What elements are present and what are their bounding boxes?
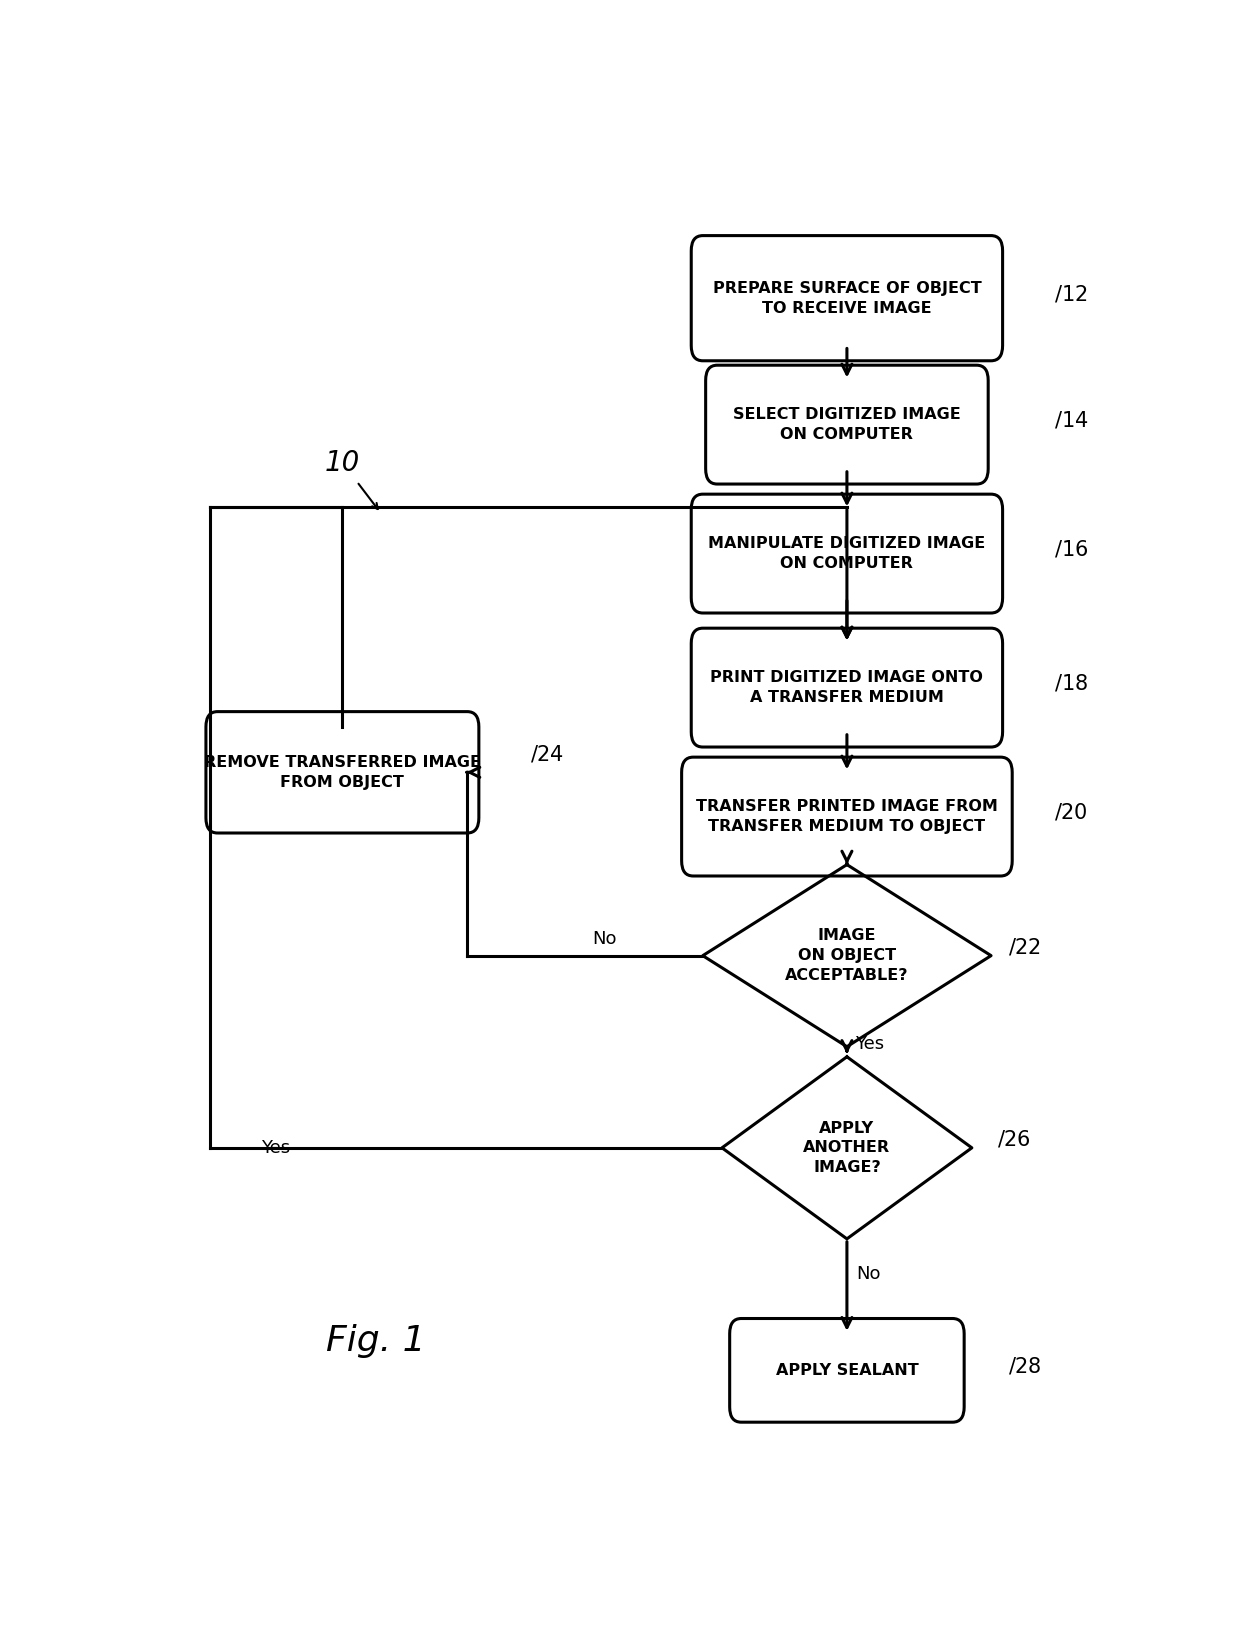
- FancyBboxPatch shape: [706, 365, 988, 484]
- Text: $\mathit{/16}$: $\mathit{/16}$: [1054, 539, 1087, 560]
- FancyBboxPatch shape: [691, 494, 1003, 612]
- FancyBboxPatch shape: [691, 235, 1003, 361]
- Text: APPLY SEALANT: APPLY SEALANT: [775, 1363, 919, 1378]
- Text: $\mathit{/26}$: $\mathit{/26}$: [997, 1128, 1030, 1149]
- Text: No: No: [857, 1266, 882, 1284]
- Text: $\mathit{/12}$: $\mathit{/12}$: [1054, 282, 1087, 304]
- Text: Yes: Yes: [854, 1034, 884, 1053]
- Text: Fig. 1: Fig. 1: [326, 1323, 425, 1358]
- Text: SELECT DIGITIZED IMAGE
ON COMPUTER: SELECT DIGITIZED IMAGE ON COMPUTER: [733, 407, 961, 442]
- Text: $\mathit{/22}$: $\mathit{/22}$: [1008, 936, 1042, 957]
- Text: PREPARE SURFACE OF OBJECT
TO RECEIVE IMAGE: PREPARE SURFACE OF OBJECT TO RECEIVE IMA…: [713, 281, 981, 315]
- Text: MANIPULATE DIGITIZED IMAGE
ON COMPUTER: MANIPULATE DIGITIZED IMAGE ON COMPUTER: [708, 537, 986, 571]
- Polygon shape: [703, 865, 991, 1046]
- Text: Yes: Yes: [260, 1140, 290, 1158]
- Text: TRANSFER PRINTED IMAGE FROM
TRANSFER MEDIUM TO OBJECT: TRANSFER PRINTED IMAGE FROM TRANSFER MED…: [696, 800, 998, 834]
- Text: PRINT DIGITIZED IMAGE ONTO
A TRANSFER MEDIUM: PRINT DIGITIZED IMAGE ONTO A TRANSFER ME…: [711, 670, 983, 704]
- Text: $\mathit{/18}$: $\mathit{/18}$: [1054, 673, 1087, 693]
- Text: $\mathit{/24}$: $\mathit{/24}$: [529, 744, 563, 764]
- Text: REMOVE TRANSFERRED IMAGE
FROM OBJECT: REMOVE TRANSFERRED IMAGE FROM OBJECT: [203, 755, 481, 790]
- FancyBboxPatch shape: [691, 629, 1003, 747]
- Polygon shape: [722, 1057, 972, 1238]
- Text: APPLY
ANOTHER
IMAGE?: APPLY ANOTHER IMAGE?: [804, 1120, 890, 1176]
- FancyBboxPatch shape: [206, 711, 479, 832]
- Text: $\mathit{/14}$: $\mathit{/14}$: [1054, 409, 1087, 430]
- FancyBboxPatch shape: [729, 1319, 965, 1422]
- Text: $\mathit{/20}$: $\mathit{/20}$: [1054, 801, 1087, 823]
- Text: $\mathit{/28}$: $\mathit{/28}$: [1008, 1355, 1042, 1376]
- Text: IMAGE
ON OBJECT
ACCEPTABLE?: IMAGE ON OBJECT ACCEPTABLE?: [785, 928, 909, 984]
- Text: 10: 10: [325, 448, 360, 476]
- FancyBboxPatch shape: [682, 757, 1012, 875]
- Text: No: No: [593, 929, 616, 947]
